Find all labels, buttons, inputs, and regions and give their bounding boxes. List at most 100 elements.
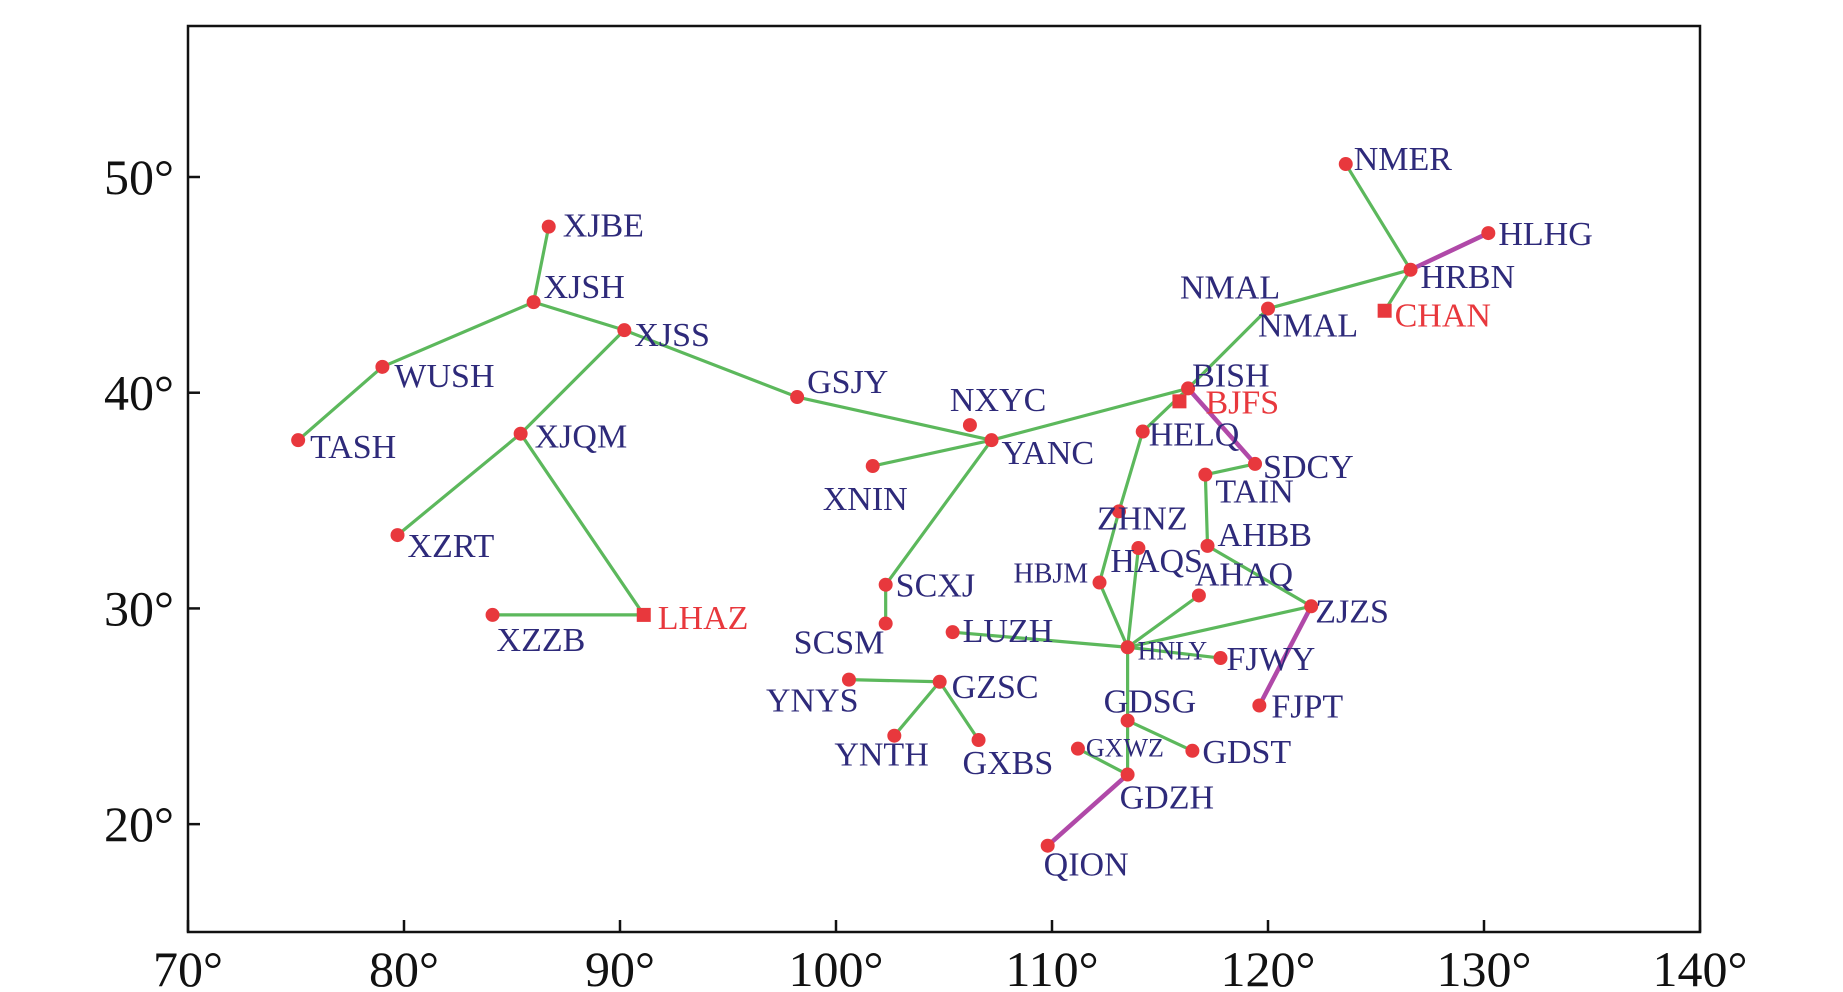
station-label-qion: QION: [1044, 847, 1129, 884]
station-marker-zhnz: [1111, 504, 1126, 519]
station-label-xjqm: XJQM: [535, 419, 628, 456]
station-marker-tain: [1198, 467, 1213, 482]
station-label-hlhg: HLHG: [1498, 216, 1592, 253]
station-label-xjss: XJSS: [634, 317, 710, 354]
link-zjzs-hnly: [1125, 604, 1313, 649]
station-marker-ahbb: [1200, 538, 1215, 553]
station-marker-scxj: [878, 577, 893, 592]
station-label-gzsc: GZSC: [952, 669, 1039, 706]
station-label-gxwz: GXWZ: [1086, 734, 1164, 763]
link-gzsc-gxbs: [938, 680, 981, 742]
station-label-xnin: XNIN: [823, 481, 908, 518]
station-marker-nxyc: [962, 418, 977, 433]
link-gxwz-gdzh: [1076, 747, 1130, 777]
link-xjsh-wush: [380, 300, 536, 369]
station-marker-hbjm: [1092, 575, 1107, 590]
station-label-gxbs: GXBS: [963, 745, 1054, 782]
link-yanc-scxj: [884, 438, 994, 587]
x-tick-label-120: 120°: [1221, 941, 1316, 992]
link-xjbe-xjsh: [531, 225, 551, 304]
station-marker-nmal: [1261, 301, 1275, 316]
link-wush-tash: [296, 365, 384, 442]
link-xjqm-xzrt: [395, 432, 523, 537]
ticks-layer: 70° 80° 90° 100° 110° 120° 130° 140° 20° 30° 40° 50…: [104, 149, 1748, 992]
link-ynys-gzsc: [847, 678, 942, 684]
station-label-luzh: LUZH: [963, 613, 1054, 650]
station-label-xzrt: XZRT: [408, 528, 495, 565]
link-gsjy-yanc: [795, 395, 994, 442]
station-label-gdsg: GDSG: [1104, 684, 1197, 721]
station-marker-xzrt: [390, 528, 405, 543]
station-label-hbjm: HBJM: [1014, 559, 1089, 590]
x-tick-label-140: 140°: [1653, 941, 1748, 992]
station-label-ahaq: AHAQ: [1195, 556, 1293, 593]
station-marker-bjfs: [1172, 394, 1187, 409]
station-marker-xnin: [865, 459, 880, 474]
station-marker-gxbs: [971, 733, 986, 748]
link-gzsc-ynth: [892, 680, 942, 738]
station-label-nmal-2: NMAL: [1258, 308, 1358, 345]
station-marker-gsjy: [790, 390, 805, 405]
station-marker-qion: [1040, 838, 1055, 853]
station-marker-xjqm: [513, 426, 528, 441]
link-bish-sdcy: [1185, 386, 1258, 467]
station-marker-fjpt: [1252, 698, 1267, 713]
station-marker-helq: [1135, 424, 1150, 439]
station-marker-xjss: [617, 323, 632, 338]
link-xjss-gsjy: [622, 328, 799, 399]
link-yanc-bish: [989, 386, 1190, 442]
link-nmal-hrbn: [1266, 268, 1413, 311]
station-label-xzzb: XZZB: [497, 622, 586, 659]
station-marker-gzsc: [932, 674, 947, 689]
station-label-scsm: SCSM: [794, 625, 885, 662]
link-xjss-xjqm: [519, 328, 626, 436]
x-tick-label-110: 110°: [1005, 941, 1098, 992]
station-label-sdcy: SDCY: [1263, 449, 1354, 486]
station-label-fjpt: FJPT: [1271, 689, 1343, 726]
station-marker-gdsg: [1120, 713, 1135, 728]
station-label-bjfs: BJFS: [1205, 384, 1279, 421]
station-marker-xjsh: [526, 295, 541, 310]
link-hrbn-nmer: [1344, 162, 1413, 272]
station-marker-gxwz: [1070, 741, 1085, 756]
y-tick-label-20: 20°: [104, 796, 174, 852]
station-label-hrbn: HRBN: [1421, 259, 1515, 296]
station-marker-gdst: [1185, 743, 1200, 758]
link-helq-zhnz: [1117, 429, 1145, 513]
station-marker-haqs: [1131, 541, 1146, 556]
station-marker-ynys: [841, 672, 856, 687]
station-label-ahbb: AHBB: [1218, 517, 1312, 554]
station-label-helq: HELQ: [1149, 417, 1240, 454]
station-label-gdzh: GDZH: [1120, 780, 1214, 817]
station-marker-sdcy: [1248, 456, 1263, 471]
station-marker-ahaq: [1191, 588, 1206, 603]
station-label-wush: WUSH: [394, 358, 494, 395]
link-ahaq-hnly: [1125, 593, 1201, 649]
station-label-nmer: NMER: [1354, 141, 1453, 178]
link-xnin-yanc: [871, 438, 994, 468]
station-label-tash: TASH: [310, 429, 396, 466]
link-tain-sdcy: [1203, 462, 1257, 477]
station-marker-hlhg: [1481, 226, 1496, 241]
station-label-zjzs: ZJZS: [1315, 593, 1389, 630]
x-tick-label-100: 100°: [789, 941, 884, 992]
x-tick-label-130: 130°: [1437, 941, 1532, 992]
link-bish-nmal: [1186, 306, 1270, 390]
station-label-chan: CHAN: [1395, 298, 1491, 335]
station-label-scxj: SCXJ: [896, 568, 975, 605]
y-tick-label-50: 50°: [104, 149, 174, 205]
link-luzh-hnly: [951, 630, 1130, 649]
link-ahbb-tain: [1203, 473, 1210, 548]
links-layer: [296, 162, 1491, 848]
x-tick-label-90: 90°: [585, 941, 655, 992]
station-marker-tash: [291, 433, 306, 448]
station-marker-zjzs: [1304, 599, 1319, 614]
station-marker-chan: [1377, 303, 1392, 318]
x-tick-label-80: 80°: [369, 941, 439, 992]
station-marker-xzzb: [485, 607, 500, 622]
station-marker-hrbn: [1403, 262, 1418, 277]
station-label-fjwy: FJWY: [1226, 641, 1315, 678]
link-hbjm-hnly: [1097, 580, 1130, 649]
station-label-xjsh: XJSH: [544, 269, 625, 306]
